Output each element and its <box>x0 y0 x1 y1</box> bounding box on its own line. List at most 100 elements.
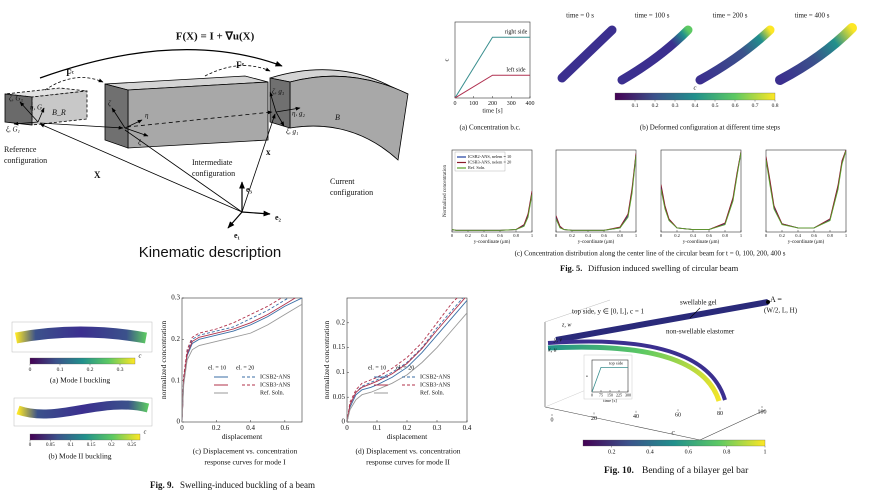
y-tick-label: 0.1 <box>171 376 180 384</box>
fig-label: Fig. 10. <box>604 466 634 476</box>
fig9-texts: (a) Mode I buckling (b) Mode II buckling… <box>48 376 460 490</box>
x-tick-label: 0.8 <box>617 233 623 238</box>
colorbar-tick-label: 0.1 <box>57 367 64 373</box>
fig10-drawing <box>544 299 770 441</box>
colorbar-tick-label: 0.25 <box>127 443 136 448</box>
plot-area <box>766 150 846 229</box>
colorbar-tick-label: 0.6 <box>732 103 739 109</box>
fig5-texts: (a) Concentration b.c. (b) Deformed conf… <box>459 12 829 273</box>
plot: 0 0.1 0.2 0.3 0.400.050.10.150.2displacement… <box>322 297 472 441</box>
fig5-rods <box>557 23 857 85</box>
axis-arrow <box>275 106 301 113</box>
basis-vector <box>241 210 271 217</box>
beam <box>16 400 150 419</box>
time-label: time = 400 s <box>795 12 830 20</box>
rod <box>695 25 775 85</box>
colorbar-tick-label: 0 <box>29 367 32 373</box>
x-tick-label: 0 <box>555 233 558 238</box>
y-axis-label: normalized concentration <box>322 321 331 399</box>
y-tick-label: 0.1 <box>336 368 345 376</box>
time-label: time = 100 s <box>635 12 670 20</box>
x-tick-label: 0 <box>180 424 184 432</box>
annotation: A = <box>770 295 782 304</box>
rod <box>617 25 693 85</box>
y-axis-label: normalized concentration <box>159 321 168 399</box>
x-tick-label: 225 <box>616 393 622 398</box>
ref-end <box>4 93 33 126</box>
x-tick-label: 1 <box>740 233 742 238</box>
x-tick-label: 0.8 <box>513 233 519 238</box>
x-tick-label: 1 <box>531 233 533 238</box>
beam-box <box>11 321 153 353</box>
config-label: Current <box>330 177 355 186</box>
colorbar-tick-label: 0.4 <box>692 103 699 109</box>
y-axis-label: c <box>584 375 589 377</box>
position-vector <box>241 113 276 213</box>
diagram-title: Kinematic description <box>139 244 282 261</box>
basis-vector <box>227 211 243 229</box>
x-tick-label: 300 <box>625 393 631 398</box>
annotation: top side, y ∈ [0, L], c = 1 <box>572 308 645 316</box>
plot-area <box>592 366 628 392</box>
axis-arrow <box>275 111 285 127</box>
x-tick-label: 1 <box>635 233 637 238</box>
axis-label: η, g₂ <box>292 110 305 118</box>
colorbar-tick-label: 0.8 <box>772 103 779 109</box>
body-label: B <box>335 113 340 122</box>
map-arrow <box>39 48 283 79</box>
x-tick-label: 100 <box>469 101 478 107</box>
int-front <box>127 81 269 149</box>
y-axis-label: Normalized concentration <box>443 164 448 217</box>
x-axis-label: y-coordinate (μm) <box>788 240 825 245</box>
x-tick-label: 0.1 <box>373 424 382 432</box>
basis-label: e₁ <box>234 231 241 240</box>
colorbar-tick-label: 0.5 <box>712 103 719 109</box>
axis-line <box>544 406 701 441</box>
axis-arrow <box>124 127 149 137</box>
series-line <box>452 194 532 231</box>
time-label: time = 0 s <box>566 12 594 20</box>
subcaption: (b) Deformed configuration at different … <box>640 124 780 132</box>
x-tick-label: 0.2 <box>403 424 412 432</box>
axis-arrow <box>269 91 277 113</box>
y-tick-label: 0.15 <box>333 343 346 351</box>
legend-header: el. = 20 <box>236 365 254 371</box>
colorbar <box>614 92 776 101</box>
series-line <box>347 300 467 422</box>
x-tick-label: 1 <box>845 233 847 238</box>
plot: 0 0.2 0.4 0.6 0.8 1 <box>660 149 742 238</box>
colorbar-label: c <box>694 84 697 91</box>
basis-label: e₃ <box>246 185 253 194</box>
colorbar-tick-label: 0.05 <box>46 443 55 448</box>
plot-frame <box>454 21 531 99</box>
series-line <box>347 312 467 422</box>
fig10-texts: top side, y ∈ [0, L], c = 1 swellable ge… <box>547 295 798 476</box>
x-tick-label: 0.4 <box>690 233 696 238</box>
x-axis-label: time [s] <box>603 398 617 403</box>
x-tick-label: 0.8 <box>722 233 728 238</box>
x-tick-label: 0 <box>454 101 457 107</box>
plot: 0 100 200 300 400 time [s] c <box>444 21 535 115</box>
fc-arrow <box>44 77 104 91</box>
plot-area <box>452 190 532 231</box>
body-label: B_R <box>52 108 66 117</box>
x-tick-label: 0.2 <box>569 233 575 238</box>
legend-header: el. = 20 <box>396 365 414 371</box>
x-tick-label: 150 <box>607 393 613 398</box>
axis-label: ζ, g₃ <box>272 88 285 96</box>
config-label: configuration <box>192 169 235 178</box>
plot: 0 0.2 0.4 0.6 0 0.1 0.2 0.3 displacement normaliz… <box>159 294 303 441</box>
series-line <box>182 298 283 422</box>
plot-frame <box>555 149 637 233</box>
colorbar-tick-label: 0.3 <box>117 367 124 373</box>
axis-name: x, u <box>547 347 557 353</box>
legend-label: ICSB3-ANS <box>420 382 450 388</box>
colorbar <box>29 357 136 365</box>
axis-name: z, w <box>561 322 571 328</box>
legend-label: Ref. Soln. <box>420 389 445 396</box>
plot: 0 75 150 225 300 time [s] c <box>584 359 631 403</box>
time-label: time = 200 s <box>713 12 748 20</box>
subcaption: (c) Concentration distribution along the… <box>515 250 786 258</box>
x-tick-label: 0.6 <box>497 233 503 238</box>
